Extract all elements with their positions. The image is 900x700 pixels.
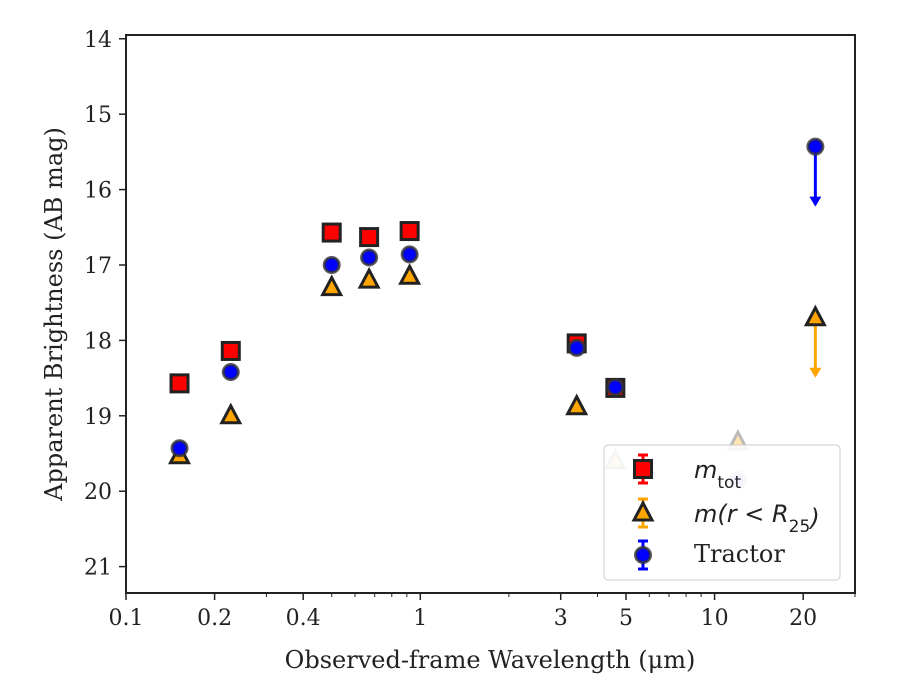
marker-square [633,459,653,479]
data-point-square [169,373,190,394]
y-tick-label: 17 [84,254,112,279]
legend-marker-triangle [631,499,655,522]
legend-label-tractor: Tractor [694,540,785,568]
data-point-square [220,340,241,361]
marker-circle [360,248,379,267]
marker-circle [170,439,189,458]
legend-label-m-tot: mtot [694,456,741,493]
x-tick-label: 10 [701,606,729,631]
upper-limit-arrow-head [809,367,822,378]
data-point-circle [567,338,586,357]
marker-circle [322,255,341,274]
legend-marker-circle [634,546,652,564]
y-tick-label: 19 [84,405,112,430]
marker-triangle [320,274,344,297]
data-point-triangle [803,304,827,327]
marker-triangle [631,499,655,522]
y-tick-label: 16 [84,179,112,204]
marker-square [169,373,190,394]
legend: mtot m(r < R25) Tractor [603,444,841,581]
marker-triangle [565,393,589,416]
marker-triangle [357,266,381,289]
y-tick-label: 18 [84,329,112,354]
marker-circle [634,546,652,564]
data-point-triangle [320,274,344,297]
y-tick-label: 21 [84,556,112,581]
marker-triangle [803,304,827,327]
marker-triangle [398,263,422,285]
x-tick-label: 0.1 [109,606,144,631]
marker-circle [567,338,586,357]
data-point-circle [360,248,379,267]
plot-frame [125,34,856,594]
data-point-triangle [398,263,422,285]
x-tick-label: 20 [789,606,817,631]
marker-circle [400,245,419,264]
legend-label-m-r25: m(r < R25) [694,500,820,537]
x-tick-label: 0.4 [286,606,321,631]
marker-circle [806,137,825,156]
marker-square [399,221,420,242]
marker-circle [606,378,625,397]
data-point-triangle [357,266,381,289]
y-axis-label: Apparent Brightness (AB mag) [40,127,68,502]
data-point-circle [806,137,825,156]
marker-circle [221,363,240,382]
marker-square [220,340,241,361]
data-point-square [399,221,420,242]
marker-square [359,227,380,248]
ticks-layer: 0.1 0.2 0.4 1 3 5 10 20 14 15 16 17 18 19 20 21 [84,28,856,631]
x-tick-label: 3 [554,606,568,631]
data-point-circle [606,378,625,397]
y-tick-label: 20 [84,480,112,505]
data-point-square [321,222,342,243]
x-axis-label: Observed-frame Wavelength (μm) [285,646,696,674]
x-tick-label: 0.2 [197,606,232,631]
data-point-circle [322,255,341,274]
y-tick-label: 14 [84,28,112,53]
data-point-triangle [565,393,589,416]
marker-square [321,222,342,243]
data-point-circle [400,245,419,264]
legend-markers [631,453,655,571]
data-point-circle [221,363,240,382]
upper-limit-arrow-head [809,196,822,207]
marks-layer [168,137,827,489]
legend-marker-square [633,459,653,479]
data-point-square [359,227,380,248]
x-tick-label: 5 [619,606,633,631]
y-tick-label: 15 [84,103,112,128]
legend-box [603,444,841,581]
marker-triangle [219,402,243,425]
data-point-circle [170,439,189,458]
data-point-triangle [219,402,243,425]
x-tick-label: 1 [413,606,427,631]
